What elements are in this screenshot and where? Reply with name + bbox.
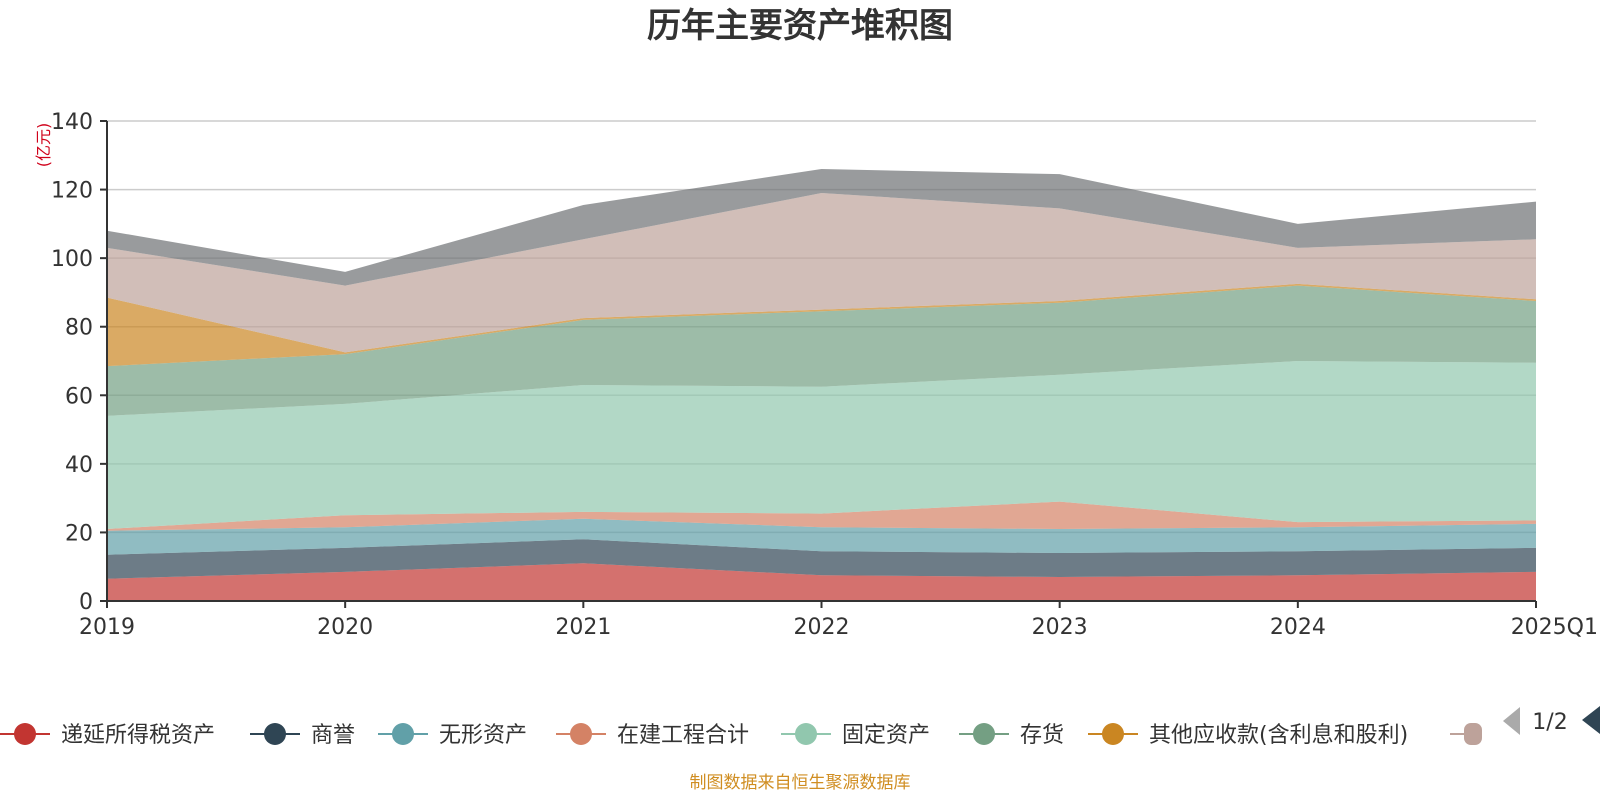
- area-series-5: [107, 285, 1536, 416]
- legend-item-1[interactable]: 商誉: [250, 723, 355, 748]
- legend-dot-marker: [1102, 723, 1124, 745]
- x-tick-label: 2020: [317, 615, 373, 640]
- legend-item-3[interactable]: 在建工程合计: [556, 723, 749, 748]
- area-series-8: [107, 169, 1536, 286]
- area-series-3: [107, 501, 1536, 531]
- y-tick-label: 100: [51, 247, 93, 272]
- y-tick-label: 120: [51, 179, 93, 204]
- axes: 0 20 40 60 80 100 120 140 2019 2020 2021 2022 2023 20…: [51, 110, 1598, 640]
- y-tick-label: 0: [79, 590, 93, 615]
- x-tick-label: 2022: [794, 615, 850, 640]
- x-tick-label: 2023: [1032, 615, 1088, 640]
- legend-item-5[interactable]: 存货: [959, 723, 1064, 748]
- y-tick-label: 60: [65, 384, 93, 409]
- legend-dot-marker: [392, 723, 414, 745]
- area-series-group: [107, 169, 1536, 601]
- legend-label: 递延所得税资产: [61, 723, 215, 748]
- legend-label: 商誉: [311, 723, 355, 748]
- legend-dot-marker: [795, 723, 817, 745]
- legend-dot-marker: [973, 723, 995, 745]
- data-source-note: 制图数据来自恒生聚源数据库: [690, 773, 911, 793]
- legend-dot-marker: [570, 723, 592, 745]
- area-series-0: [107, 563, 1536, 601]
- legend-item-4[interactable]: 固定资产: [781, 723, 930, 748]
- legend-page-indicator: 1/2: [1532, 710, 1567, 735]
- y-axis-unit-label: (亿元): [34, 123, 53, 168]
- legend-next-arrow-icon[interactable]: [1582, 706, 1600, 734]
- area-series-1: [107, 539, 1536, 579]
- area-series-6: [107, 283, 1536, 367]
- chart-title: 历年主要资产堆积图: [647, 6, 953, 46]
- x-tick-label: 2025Q1: [1511, 615, 1598, 640]
- legend-label: 固定资产: [842, 723, 930, 748]
- area-series-7: [107, 193, 1536, 353]
- x-tick-label: 2024: [1270, 615, 1326, 640]
- legend: 递延所得税资产 商誉 无形资产 在建工程合计 固定资产 存货 其他应收款(含利息和股利): [0, 723, 1482, 748]
- y-tick-label: 80: [65, 316, 93, 341]
- legend-dot-marker: [1464, 723, 1482, 745]
- legend-label: 无形资产: [439, 723, 527, 748]
- legend-label: 在建工程合计: [617, 723, 749, 748]
- area-series-4: [107, 361, 1536, 529]
- y-tick-label: 40: [65, 453, 93, 478]
- legend-dot-marker: [264, 723, 286, 745]
- legend-pager: 1/2: [1503, 706, 1600, 735]
- legend-label: 其他应收款(含利息和股利): [1149, 723, 1408, 748]
- legend-dot-marker: [14, 723, 36, 745]
- legend-label: 存货: [1020, 723, 1064, 748]
- legend-item-6[interactable]: 其他应收款(含利息和股利): [1088, 723, 1408, 748]
- x-tick-label: 2019: [79, 615, 135, 640]
- legend-prev-arrow-icon[interactable]: [1503, 707, 1520, 735]
- x-tick-label: 2021: [555, 615, 611, 640]
- legend-item-0[interactable]: 递延所得税资产: [0, 723, 215, 748]
- y-tick-label: 20: [65, 521, 93, 546]
- legend-item-2[interactable]: 无形资产: [378, 723, 527, 748]
- legend-item-7[interactable]: [1450, 723, 1482, 745]
- y-tick-label: 140: [51, 110, 93, 135]
- area-series-2: [107, 518, 1536, 555]
